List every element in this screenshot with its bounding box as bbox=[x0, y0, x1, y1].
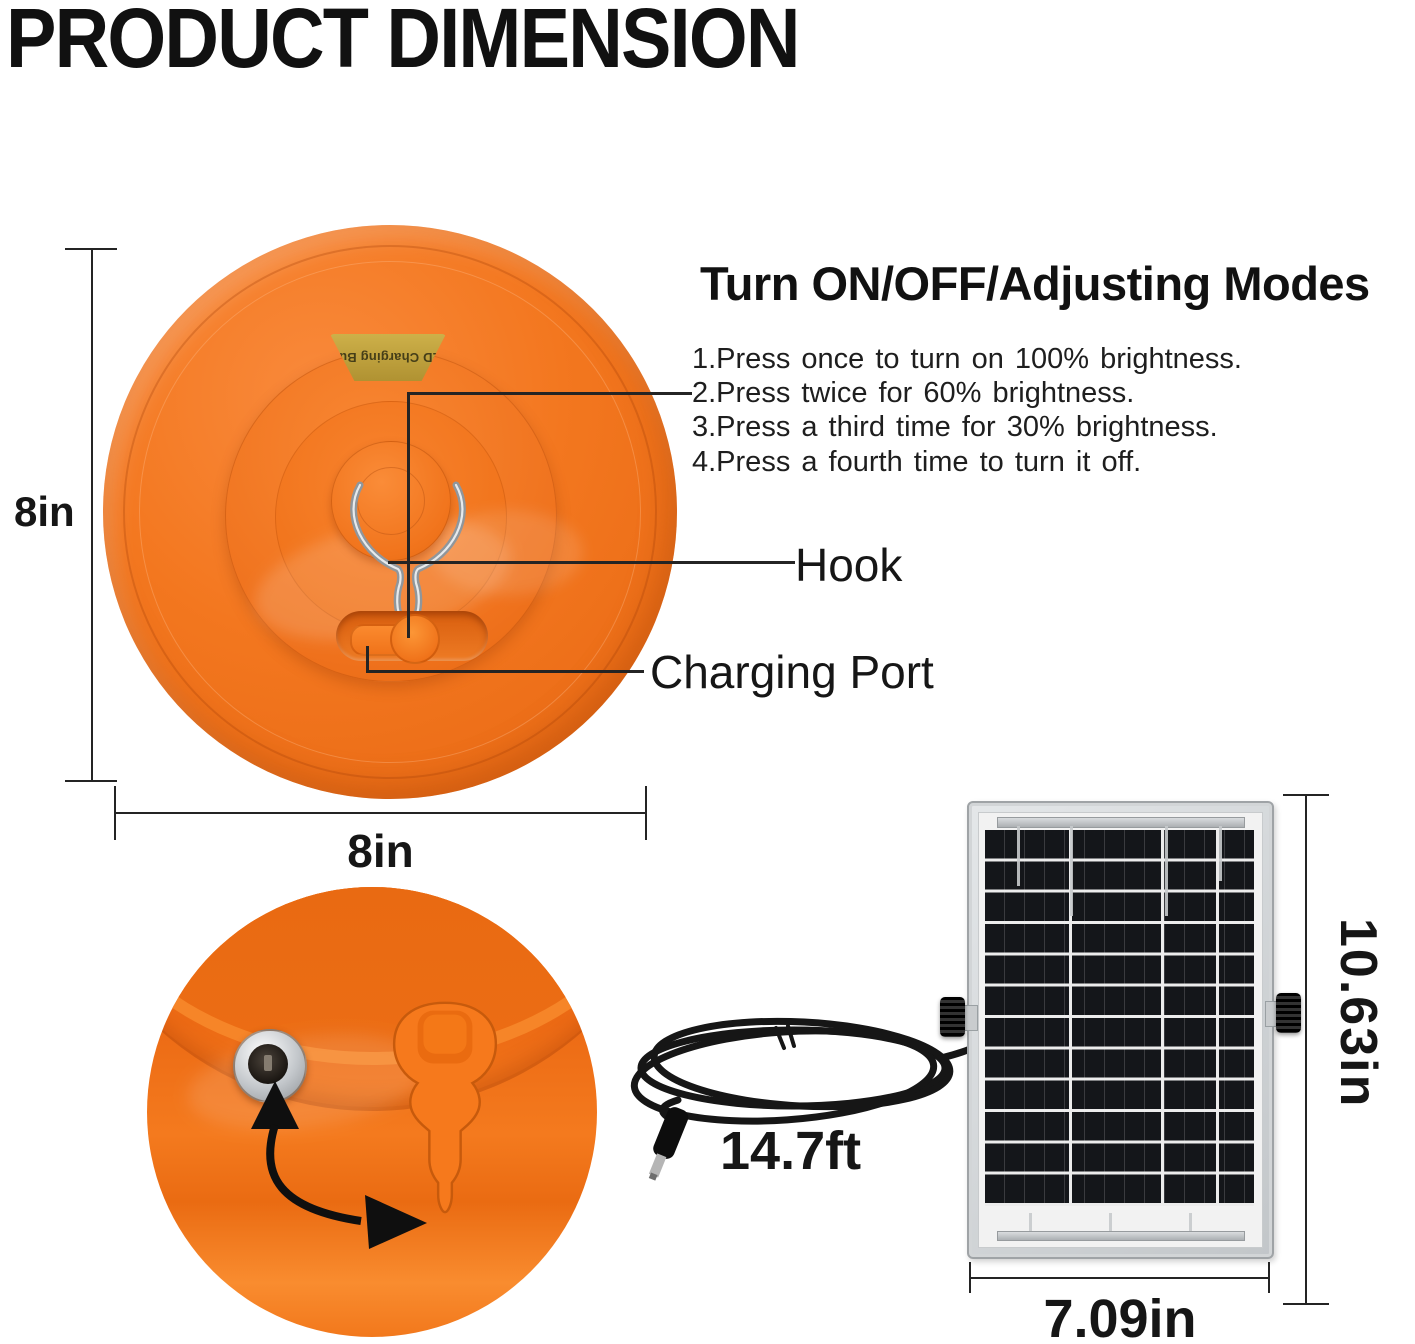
dim-tick bbox=[114, 786, 116, 840]
hanging-hook-icon bbox=[350, 481, 466, 625]
dim-line-lamp-width bbox=[115, 812, 646, 814]
connector-port-h bbox=[366, 670, 644, 673]
instruction-item: 2.Press twice for 60% brightness. bbox=[692, 377, 1135, 410]
panel-width-label: 7.09in bbox=[1043, 1289, 1197, 1344]
rubber-plug-icon bbox=[392, 1001, 498, 1214]
dim-line-panel-height bbox=[1305, 795, 1307, 1305]
dim-tick bbox=[645, 786, 647, 840]
mount-stem-left bbox=[964, 1005, 978, 1031]
charging-port-closeup bbox=[147, 887, 597, 1337]
charging-port-label: Charging Port bbox=[650, 646, 934, 698]
bracket-pin bbox=[1070, 826, 1073, 916]
dim-tick bbox=[1268, 1262, 1270, 1293]
connector-port-v bbox=[366, 646, 369, 672]
bracket-pin bbox=[1189, 1213, 1192, 1231]
panel-bracket-top bbox=[997, 817, 1245, 828]
charging-port-plug-button bbox=[390, 614, 440, 664]
lamp-width-label: 8in bbox=[347, 825, 414, 877]
solar-panel bbox=[940, 801, 1301, 1259]
dim-tick bbox=[65, 780, 117, 782]
bracket-pin bbox=[1165, 826, 1168, 916]
dim-line-panel-width bbox=[970, 1277, 1270, 1279]
page-title: PRODUCT DIMENSION bbox=[6, 0, 800, 85]
bracket-pin bbox=[1109, 1213, 1112, 1231]
bracket-pin bbox=[1219, 826, 1222, 881]
connector-button-to-instructions-v bbox=[407, 392, 410, 638]
power-cable-coil bbox=[630, 1017, 978, 1181]
connector-hook bbox=[388, 561, 795, 564]
solar-panel-cells bbox=[985, 830, 1254, 1206]
dim-tick bbox=[65, 248, 117, 250]
connector-button-to-instructions-h bbox=[407, 392, 692, 395]
panel-height-label: 10.63in bbox=[1329, 918, 1387, 1109]
dim-line-lamp-height bbox=[91, 249, 93, 781]
closeup-terrace-arc bbox=[147, 887, 597, 1111]
mount-knob-right bbox=[1276, 993, 1301, 1033]
dc-jack-pin bbox=[264, 1055, 272, 1071]
instruction-item: 4.Press a fourth time to turn it off. bbox=[692, 445, 1142, 478]
dc-plug-icon bbox=[648, 1107, 689, 1181]
instruction-item: 3.Press a third time for 30% brightness. bbox=[692, 411, 1218, 444]
panel-bracket-bottom bbox=[997, 1231, 1245, 1241]
instruction-item: 1.Press once to turn on 100% brightness. bbox=[692, 343, 1242, 375]
lamp-height-label: 8in bbox=[14, 488, 75, 535]
bracket-pin bbox=[1029, 1213, 1032, 1231]
instructions-list: 1.Press once to turn on 100% brightness.… bbox=[692, 342, 1242, 479]
dim-tick bbox=[969, 1262, 971, 1293]
dim-tick bbox=[1283, 1303, 1329, 1305]
mount-knob-left bbox=[940, 997, 965, 1037]
bracket-pin bbox=[1017, 826, 1020, 886]
hook-label: Hook bbox=[795, 539, 903, 591]
dim-tick bbox=[1283, 794, 1329, 796]
lamp-top-view: LED Charging Bulb bbox=[103, 225, 677, 799]
cable-length-label: 14.7ft bbox=[720, 1121, 862, 1181]
lamp-sticker-text: LED Charging Bulb bbox=[326, 350, 450, 365]
rotate-arrow-icon bbox=[251, 1081, 427, 1249]
instructions-heading: Turn ON/OFF/Adjusting Modes bbox=[700, 257, 1370, 310]
